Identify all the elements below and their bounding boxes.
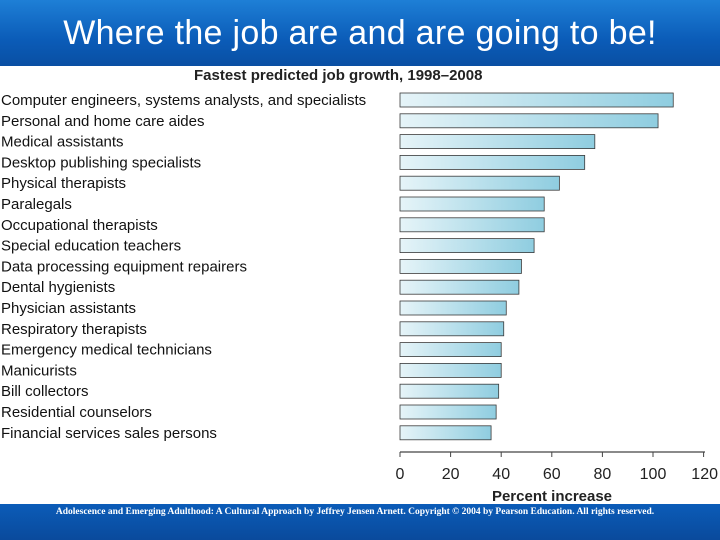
x-tick-label: 100 bbox=[640, 466, 667, 483]
bar bbox=[399, 342, 502, 358]
bar bbox=[399, 300, 507, 316]
bar bbox=[399, 279, 520, 295]
x-axis-label: Percent increase bbox=[492, 488, 612, 504]
category-label: Bill collectors bbox=[1, 383, 89, 400]
category-label: Emergency medical technicians bbox=[1, 342, 212, 359]
x-tick-label: 80 bbox=[594, 466, 612, 483]
bar bbox=[399, 425, 492, 441]
category-label: Occupational therapists bbox=[1, 217, 158, 234]
bar bbox=[399, 404, 497, 420]
x-tick-label: 60 bbox=[543, 466, 561, 483]
x-axis-ticks: 0 20 40 60 80 100 120 bbox=[396, 452, 718, 483]
x-tick-label: 40 bbox=[492, 466, 510, 483]
category-labels: Computer engineers, systems analysts, an… bbox=[1, 92, 366, 442]
bar bbox=[399, 238, 535, 254]
category-label: Data processing equipment repairers bbox=[1, 258, 247, 275]
category-label: Respiratory therapists bbox=[1, 321, 147, 338]
copyright-footer: Adolescence and Emerging Adulthood: A Cu… bbox=[55, 507, 655, 517]
bar bbox=[399, 134, 596, 150]
category-label: Residential counselors bbox=[1, 404, 152, 421]
bar bbox=[399, 92, 674, 108]
bar bbox=[399, 321, 505, 337]
category-label: Special education teachers bbox=[1, 238, 181, 255]
category-label: Financial services sales persons bbox=[1, 425, 217, 442]
x-tick-label: 120 bbox=[691, 466, 718, 483]
x-tick-label: 0 bbox=[396, 466, 405, 483]
category-label: Personal and home care aides bbox=[1, 113, 204, 130]
category-label: Medical assistants bbox=[1, 134, 124, 151]
category-label: Desktop publishing specialists bbox=[1, 154, 201, 171]
category-label: Physical therapists bbox=[1, 175, 126, 192]
bar bbox=[399, 217, 545, 233]
bar bbox=[399, 258, 522, 274]
title-bar bbox=[0, 0, 720, 66]
chart-area: Fastest predicted job growth, 1998–2008 … bbox=[0, 66, 720, 505]
bar bbox=[399, 196, 545, 212]
bar bbox=[399, 362, 502, 378]
slide-title: Where the job are and are going to be! bbox=[63, 14, 657, 52]
bars bbox=[399, 92, 674, 441]
category-label: Paralegals bbox=[1, 196, 72, 213]
bar bbox=[399, 383, 500, 399]
category-label: Computer engineers, systems analysts, an… bbox=[1, 92, 366, 109]
footer-bar bbox=[0, 504, 720, 540]
category-label: Manicurists bbox=[1, 362, 77, 379]
chart-title: Fastest predicted job growth, 1998–2008 bbox=[194, 67, 482, 84]
bar bbox=[399, 175, 560, 191]
category-label: Physician assistants bbox=[1, 300, 136, 317]
x-tick-label: 20 bbox=[442, 466, 460, 483]
category-label: Dental hygienists bbox=[1, 279, 115, 296]
bar-chart: Fastest predicted job growth, 1998–2008 … bbox=[1, 67, 718, 505]
bar bbox=[399, 154, 586, 170]
bar bbox=[399, 113, 659, 129]
